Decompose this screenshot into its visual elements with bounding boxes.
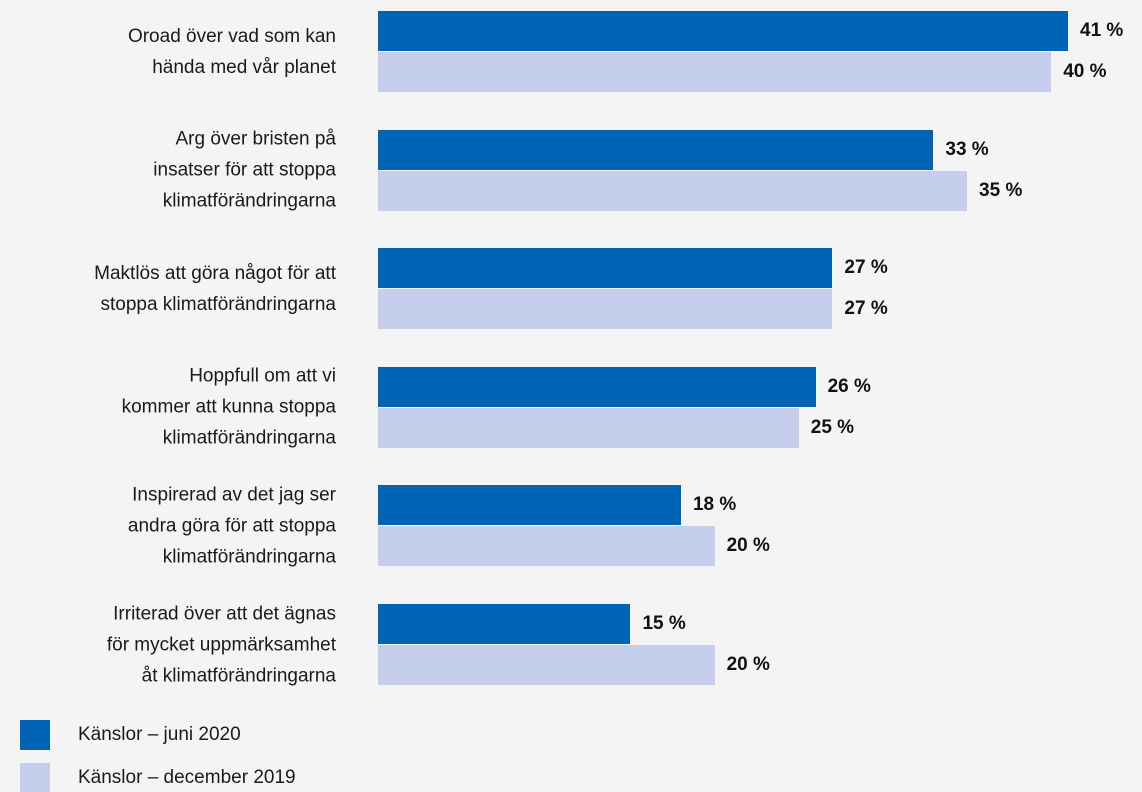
value-label: 27 %: [844, 257, 888, 279]
bar: [378, 645, 715, 685]
legend-label: Känslor – december 2019: [78, 767, 296, 788]
bar: [378, 485, 681, 526]
value-label: 15 %: [642, 613, 686, 634]
category-label: Hoppfull om att vi kommer att kunna stop…: [121, 365, 336, 449]
category-label: Oroad över vad som kan hända med vår pla…: [127, 25, 336, 78]
legend-label: Känslor – juni 2020: [78, 724, 241, 745]
bar: [378, 289, 833, 330]
value-label: 40 %: [1063, 61, 1107, 82]
value-label: 26 %: [827, 375, 871, 397]
bar: [378, 366, 816, 407]
legend-swatch: [20, 720, 50, 750]
value-label: 35 %: [979, 179, 1023, 201]
value-label: 20 %: [726, 654, 770, 675]
category-label: Irriterad över att det ägnas för mycket …: [106, 603, 336, 686]
value-label: 41 %: [1080, 20, 1124, 41]
value-label: 18 %: [692, 494, 737, 516]
bar: [378, 526, 715, 567]
value-label: 27 %: [844, 298, 888, 320]
category-label: Inspirerad av det jag ser andra göra för…: [127, 484, 336, 568]
bar: [378, 11, 1069, 51]
bar: [378, 170, 968, 211]
bar: [378, 604, 631, 644]
category-label: Arg över bristen på insatser för att sto…: [153, 128, 336, 212]
bar: [378, 129, 934, 170]
value-label: 20 %: [726, 535, 770, 557]
category-label: Maktlös att göra något för att stoppa kl…: [94, 262, 336, 315]
legend-swatch: [20, 763, 50, 792]
bar: [378, 52, 1052, 92]
bar: [378, 248, 833, 289]
value-label: 25 %: [810, 416, 855, 438]
bar: [378, 407, 799, 448]
value-label: 33 %: [945, 138, 989, 160]
